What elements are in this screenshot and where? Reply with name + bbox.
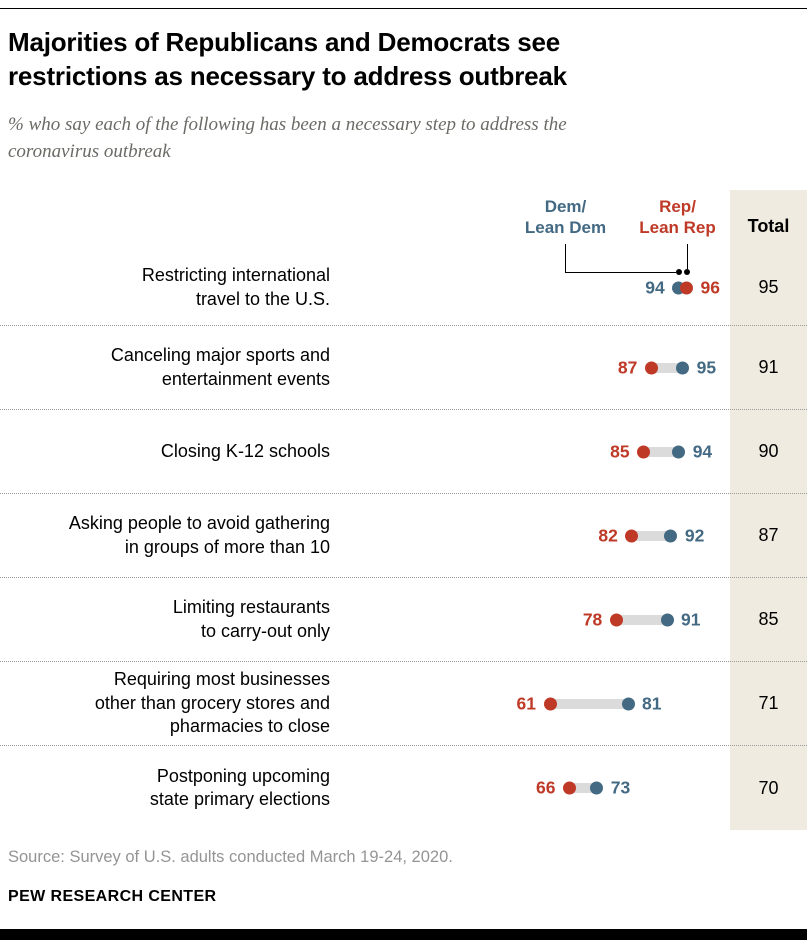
row-label: Limiting restaurants to carry-out only [172, 597, 330, 641]
dem-value: 81 [642, 693, 662, 713]
dem-dot [664, 529, 678, 542]
dumbbell-connector [550, 698, 628, 709]
chart-row: Requiring most businesses other than gro… [0, 662, 807, 746]
legend-dem-label: Dem/ Lean Dem [524, 197, 607, 237]
total-column-background [730, 190, 807, 830]
rep-value: 85 [610, 441, 630, 461]
legend-rep-pointer-line [687, 244, 689, 269]
chart-subtitle: % who say each of the following has been… [8, 114, 567, 162]
rep-dot [543, 697, 557, 710]
row-total-value: 95 [758, 277, 779, 297]
dem-dot [660, 613, 674, 626]
dem-value: 73 [610, 777, 631, 798]
row-plot: 61 81 [330, 662, 730, 745]
legend-pointer-dot [676, 269, 682, 275]
source-note: Source: Survey of U.S. adults conducted … [8, 848, 453, 866]
dem-dot [676, 361, 690, 374]
rep-value: 66 [536, 777, 556, 798]
dumbbell-connector [651, 362, 683, 373]
dem-value: 92 [684, 525, 705, 545]
dem-dot [621, 697, 635, 710]
row-total-value: 90 [758, 441, 779, 461]
legend-dem-pointer-line [565, 244, 676, 273]
row-label: Asking people to avoid gathering in grou… [68, 513, 330, 557]
rep-dot [680, 281, 693, 294]
rep-dot [563, 781, 576, 795]
legend-rep-label: Rep/ Lean Rep [639, 197, 716, 237]
dumbbell-connector [631, 530, 671, 541]
rep-dot [637, 445, 651, 458]
row-label: Canceling major sports and entertainment… [110, 345, 330, 389]
dumbbell-connector [616, 614, 667, 625]
row-plot: 78 91 [330, 578, 730, 661]
chart-row: Restricting international travel to the … [0, 250, 807, 326]
rep-value: 82 [598, 525, 618, 545]
chart-row: Asking people to avoid gathering in grou… [0, 494, 807, 578]
row-plot: 85 94 [330, 410, 730, 493]
rep-dot [609, 613, 623, 626]
chart-row: Limiting restaurants to carry-out only 7… [0, 578, 807, 662]
brand-footer: PEW RESEARCH CENTER [8, 888, 217, 905]
total-column-header: Total [747, 216, 790, 236]
row-total-value: 70 [758, 777, 779, 798]
row-total-value: 91 [758, 357, 779, 377]
rep-value: 61 [516, 693, 536, 713]
row-total-value: 87 [758, 525, 779, 545]
row-plot: 87 95 [330, 326, 730, 409]
row-label: Postponing upcoming state primary electi… [149, 765, 330, 809]
dumbbell-connector [643, 446, 679, 457]
row-label: Restricting international travel to the … [141, 265, 330, 309]
row-plot: 94 96 [330, 250, 730, 325]
chart-row: Closing K-12 schools 85 94 90 [0, 410, 807, 494]
row-label: Closing K-12 schools [160, 440, 330, 461]
rep-value: 87 [617, 357, 638, 377]
rep-value: 96 [700, 277, 720, 297]
dem-dot [590, 781, 604, 795]
rep-dot [644, 361, 658, 374]
chart-title: Majorities of Republicans and Democrats … [8, 27, 567, 91]
dem-value: 94 [692, 441, 713, 461]
row-total-value: 85 [758, 609, 779, 629]
rep-dot [625, 529, 639, 542]
dem-value: 95 [696, 357, 717, 377]
legend-pointer-dot [684, 269, 690, 275]
row-plot: 82 92 [330, 494, 730, 577]
dumbbell-chart: Dem/ Lean Dem Rep/ Lean Rep Total Restri… [0, 190, 807, 830]
dem-value: 94 [645, 277, 665, 297]
top-rule [0, 8, 807, 9]
bottom-bar [0, 929, 807, 940]
row-label: Requiring most businesses other than gro… [94, 669, 330, 737]
dumbbell-connector [569, 783, 597, 793]
row-total-value: 71 [758, 693, 779, 713]
dem-value: 91 [681, 609, 701, 629]
row-plot: 66 73 [330, 746, 730, 830]
chart-rows: Restricting international travel to the … [0, 250, 807, 830]
rep-value: 78 [582, 609, 603, 629]
chart-row: Canceling major sports and entertainment… [0, 326, 807, 410]
dem-dot [672, 445, 686, 458]
chart-row: Postponing upcoming state primary electi… [0, 746, 807, 830]
